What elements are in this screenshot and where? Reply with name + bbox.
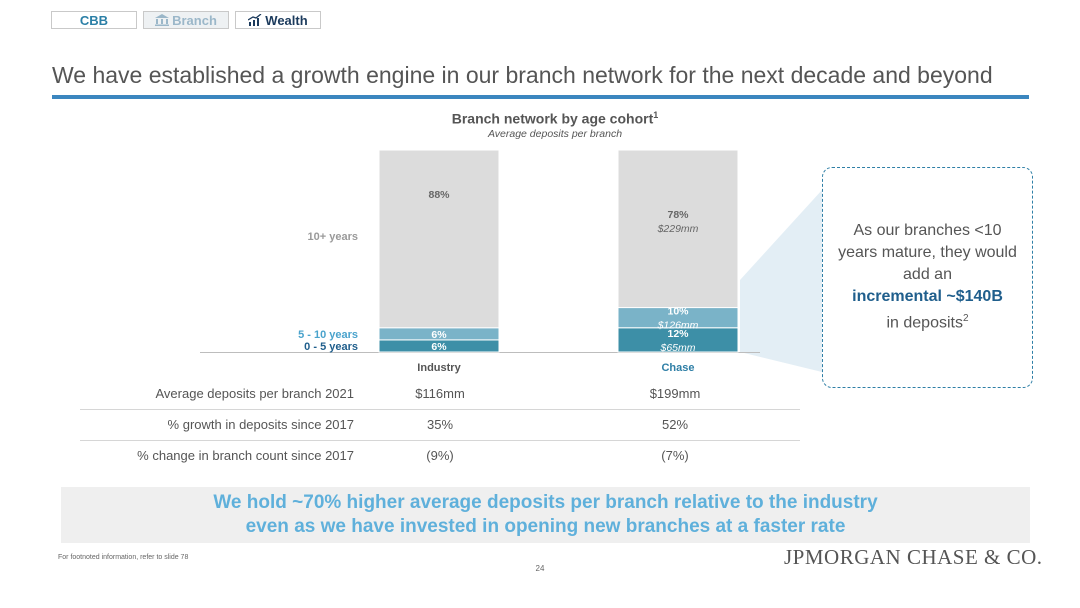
bar-segment-industry-2 [378, 149, 500, 329]
data-label: 78% [667, 209, 689, 221]
row-label: % growth in deposits since 2017 [167, 417, 354, 432]
industry-value: $116mm [415, 386, 465, 401]
legend-label: 0 - 5 years [304, 341, 358, 353]
chart-title-text: Branch network by age cohort [451, 110, 654, 127]
chart-title-footnote: 1 [653, 110, 659, 120]
callout-footnote: 2 [962, 313, 969, 325]
industry-value: 35% [426, 417, 454, 432]
bar-segment-chase-0 [617, 327, 739, 353]
tab-branch-label: Branch [172, 12, 217, 28]
chart-subtitle: Average deposits per branch [487, 128, 623, 140]
table-row: % change in branch count since 2017 (9%)… [80, 441, 800, 471]
callout-connector [740, 190, 822, 372]
tab-branch[interactable]: Branch [143, 11, 229, 29]
callout-line-5-wrap: in deposits2 [886, 308, 968, 334]
category-label: Industry [417, 362, 461, 374]
tab-cbb-label: CBB [79, 12, 109, 28]
legend-label: 10+ years [308, 231, 358, 243]
chase-value: 52% [661, 417, 689, 432]
callout-line-1: As our branches <10 [853, 222, 1002, 240]
data-label: 6% [431, 329, 447, 341]
data-label: 6% [431, 341, 447, 353]
industry-value: (9%) [426, 448, 454, 463]
data-label: 10% [667, 306, 689, 318]
data-sublabel: $65mm [659, 342, 695, 354]
banner-line-2: even as we have invested in opening new … [245, 516, 846, 537]
data-sublabel: $229mm [657, 223, 699, 235]
chase-value: $199mm [649, 386, 701, 401]
callout-highlight: incremental ~$140B [852, 288, 1003, 306]
bar-segment-chase-2 [617, 149, 739, 309]
row-label: % change in branch count since 2017 [137, 448, 354, 463]
chase-value: (7%) [661, 448, 689, 463]
table-row: Average deposits per branch 2021 $116mm … [80, 379, 800, 410]
summary-banner: We hold ~70% higher average deposits per… [61, 487, 1030, 543]
metrics-table: Average deposits per branch 2021 $116mm … [80, 379, 800, 471]
footnote: For footnoted information, refer to slid… [58, 554, 189, 561]
data-label: 88% [428, 189, 450, 201]
data-sublabel: $126mm [657, 320, 699, 332]
callout-line-5: in deposits [886, 314, 963, 332]
company-logo: JPMORGAN CHASE & CO. [784, 545, 1043, 569]
callout-box: As our branches <10 years mature, they w… [822, 167, 1033, 388]
table-row: % growth in deposits since 2017 35% 52% [80, 410, 800, 441]
legend-label: 5 - 10 years [298, 329, 358, 341]
section-tabs: CBB Branch Wealth [51, 11, 321, 29]
tab-cbb[interactable]: CBB [51, 11, 137, 29]
chart-title: Branch network by age cohort1 [380, 110, 730, 127]
category-label: Chase [661, 362, 694, 374]
banner-line-1: We hold ~70% higher average deposits per… [213, 492, 878, 513]
callout-line-2: years mature, they would [838, 244, 1017, 262]
title-divider [52, 95, 1029, 99]
tab-wealth-label: Wealth [265, 12, 308, 28]
page-number: 24 [535, 564, 545, 573]
bank-icon [155, 14, 170, 26]
data-label: 12% [667, 328, 689, 340]
growth-chart-icon [248, 14, 262, 26]
callout-line-3: add an [903, 266, 952, 284]
tab-wealth[interactable]: Wealth [235, 11, 321, 29]
page-title: We have established a growth engine in o… [52, 62, 993, 88]
row-label: Average deposits per branch 2021 [155, 386, 354, 401]
